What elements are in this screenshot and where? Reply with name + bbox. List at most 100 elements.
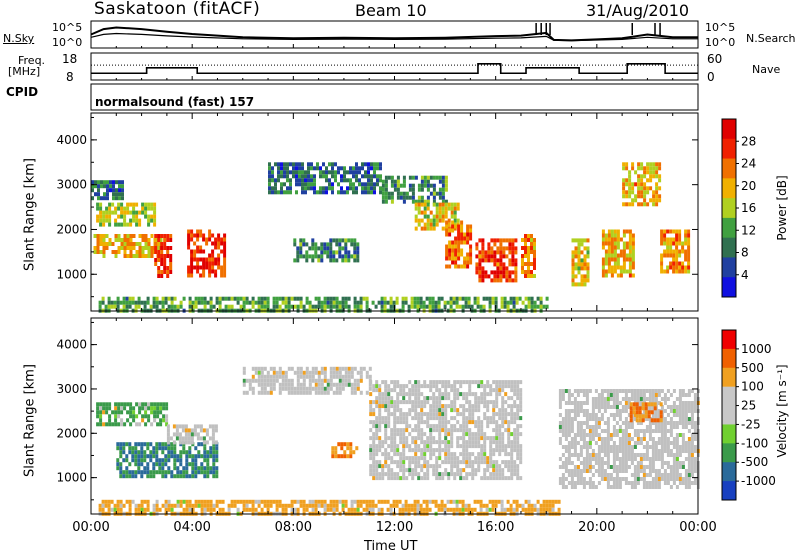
power-cell (332, 296, 336, 301)
power-cell (482, 296, 486, 301)
vel-cell (205, 428, 209, 433)
vel-cell (200, 499, 204, 504)
power-cell (475, 246, 479, 251)
power-cell (99, 238, 103, 242)
vel-cell (519, 388, 523, 393)
vel-cell (567, 433, 571, 437)
vel-cell (632, 406, 636, 411)
power-cell (275, 300, 279, 305)
vel-cell (687, 417, 691, 421)
power-cell (396, 175, 400, 180)
vel-cell (618, 477, 622, 481)
vel-cell (579, 453, 583, 457)
vel-cell (570, 393, 574, 397)
power-cell (108, 218, 112, 223)
power-cell (524, 246, 527, 250)
power-cell (637, 162, 641, 167)
vel-cell (521, 503, 525, 508)
power-cell (586, 262, 590, 267)
vel-cell (497, 499, 501, 504)
vel-cell (341, 374, 345, 379)
vel-cell (346, 446, 350, 451)
power-cell (105, 210, 109, 215)
vel-cell (432, 452, 436, 457)
vel-cell (140, 458, 144, 463)
vel-cell (384, 388, 388, 393)
vel-cell (164, 454, 168, 459)
power-cell (350, 238, 354, 243)
vel-cell (633, 481, 637, 485)
power-cell (308, 304, 312, 309)
vel-cell (647, 414, 651, 419)
vel-cell (221, 499, 225, 504)
noise-tick-high-right: 10^5 (705, 21, 736, 34)
power-cell (166, 250, 170, 254)
vel-cell (576, 481, 580, 485)
vel-cell (567, 481, 571, 485)
power-cell (208, 261, 212, 266)
vel-cell (378, 436, 382, 441)
vel-cell (411, 440, 415, 445)
power-cell (157, 234, 161, 238)
power-cell (120, 242, 124, 246)
vel-cell (597, 401, 601, 405)
vel-cell (347, 370, 351, 375)
power-cell (533, 246, 536, 250)
power-cell (613, 269, 617, 274)
vel-cell (257, 378, 261, 383)
vel-cell (408, 472, 412, 477)
vel-cell (539, 503, 543, 508)
power-cell (631, 162, 635, 167)
vel-cell (414, 384, 418, 389)
power-cell (637, 166, 641, 171)
vel-cell (203, 454, 207, 459)
power-cell (298, 162, 301, 167)
vel-cell (675, 413, 679, 417)
vel-cell (378, 416, 382, 421)
vel-cell (432, 408, 436, 413)
vel-cell (378, 404, 382, 409)
power-cell (352, 166, 355, 171)
vel-cell (510, 456, 514, 461)
vel-cell (417, 396, 421, 401)
power-cell (304, 170, 307, 175)
power-cell (493, 254, 497, 259)
power-cell (574, 274, 578, 279)
power-cell (364, 174, 367, 179)
power-cell (481, 274, 485, 279)
power-cell (373, 182, 376, 187)
vel-cell (510, 404, 514, 409)
power-cell (539, 296, 543, 301)
power-cell (524, 238, 527, 242)
power-cell (660, 269, 664, 274)
vel-cell (672, 445, 676, 449)
power-cell (305, 300, 309, 305)
power-cell (634, 198, 638, 203)
power-cell (493, 274, 497, 279)
power-cell (580, 238, 584, 243)
vel-cell (663, 449, 667, 453)
vel-cell (134, 454, 138, 459)
power-cell (179, 304, 183, 309)
vel-cell (501, 436, 505, 441)
vel-cell (417, 472, 421, 477)
power-cell (112, 196, 115, 201)
power-cell (367, 190, 370, 195)
vel-cell (402, 400, 406, 405)
vel-cell (609, 389, 613, 393)
vel-cell (492, 412, 496, 417)
power-cell (301, 162, 304, 167)
freq-tick-high-left: 18 (62, 52, 78, 66)
power-cell (431, 296, 435, 301)
vel-cell (449, 499, 453, 504)
power-cell (221, 296, 225, 301)
power-cell (224, 296, 228, 301)
vel-cell (456, 396, 460, 401)
power-cell (208, 229, 212, 234)
power-cell (663, 241, 667, 246)
vel-cell (420, 416, 424, 421)
power-cell (284, 304, 288, 309)
vel-cell (384, 392, 388, 397)
vel-cell (378, 424, 382, 429)
vel-cell (134, 503, 138, 508)
